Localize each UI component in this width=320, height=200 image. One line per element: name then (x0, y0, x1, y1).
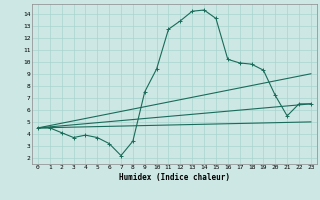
X-axis label: Humidex (Indice chaleur): Humidex (Indice chaleur) (119, 173, 230, 182)
